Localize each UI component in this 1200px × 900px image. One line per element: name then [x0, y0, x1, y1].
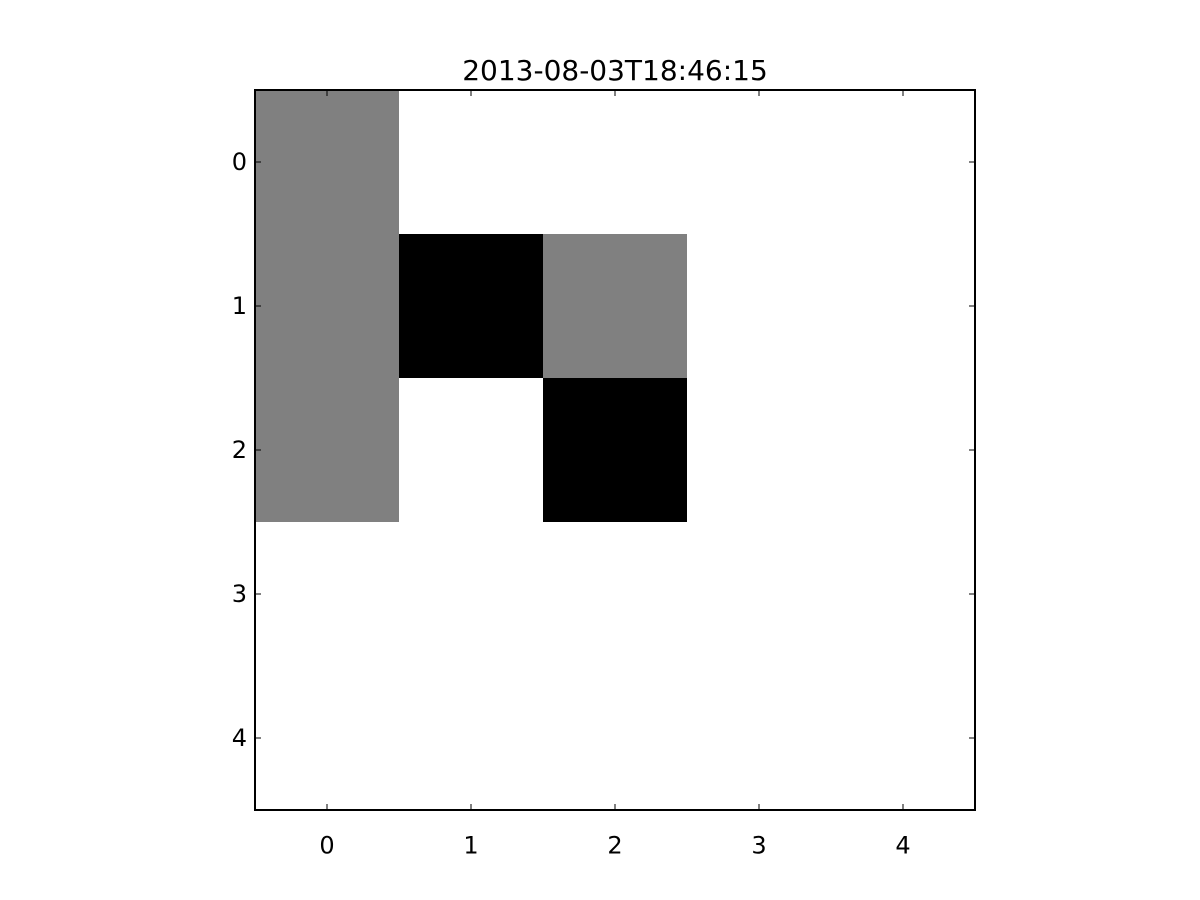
- heatmap-cell-r2-c3: [687, 378, 831, 522]
- heatmap-cell-r4-c1: [399, 666, 543, 810]
- heatmap-cell-r1-c2: [543, 234, 687, 378]
- y-tick-label-2: 2: [232, 436, 247, 464]
- heatmap-cell-r2-c1: [399, 378, 543, 522]
- y-tick-label-1: 1: [232, 292, 247, 320]
- chart-title: 2013-08-03T18:46:15: [462, 54, 768, 87]
- heatmap-cell-r1-c0: [255, 234, 399, 378]
- x-tick-label-0: 0: [319, 832, 334, 860]
- heatmap-cell-r0-c3: [687, 90, 831, 234]
- heatmap-cell-r0-c4: [831, 90, 975, 234]
- heatmap-cells: [255, 90, 975, 810]
- y-tick-label-0: 0: [232, 148, 247, 176]
- axis-ticks: 0 1 2 3 4 0 1 2 3 4: [232, 90, 975, 860]
- heatmap-cell-r2-c2: [543, 378, 687, 522]
- heatmap-cell-r0-c0: [255, 90, 399, 234]
- heatmap-cell-r1-c4: [831, 234, 975, 378]
- heatmap-cell-r3-c3: [687, 522, 831, 666]
- heatmap-cell-r1-c1: [399, 234, 543, 378]
- heatmap-cell-r3-c0: [255, 522, 399, 666]
- heatmap-cell-r3-c1: [399, 522, 543, 666]
- heatmap-cell-r0-c1: [399, 90, 543, 234]
- heatmap-cell-r3-c4: [831, 522, 975, 666]
- x-tick-label-1: 1: [463, 832, 478, 860]
- heatmap-cell-r1-c3: [687, 234, 831, 378]
- heatmap-cell-r4-c2: [543, 666, 687, 810]
- y-tick-label-3: 3: [232, 580, 247, 608]
- x-tick-label-4: 4: [895, 832, 910, 860]
- heatmap-cell-r2-c4: [831, 378, 975, 522]
- heatmap-cell-r4-c0: [255, 666, 399, 810]
- x-tick-label-2: 2: [607, 832, 622, 860]
- heatmap-cell-r3-c2: [543, 522, 687, 666]
- heatmap-cell-r4-c3: [687, 666, 831, 810]
- heatmap-cell-r0-c2: [543, 90, 687, 234]
- y-tick-label-4: 4: [232, 724, 247, 752]
- heatmap-cell-r4-c4: [831, 666, 975, 810]
- heatmap-cell-r2-c0: [255, 378, 399, 522]
- x-tick-label-3: 3: [751, 832, 766, 860]
- axes-frame: [254, 89, 976, 811]
